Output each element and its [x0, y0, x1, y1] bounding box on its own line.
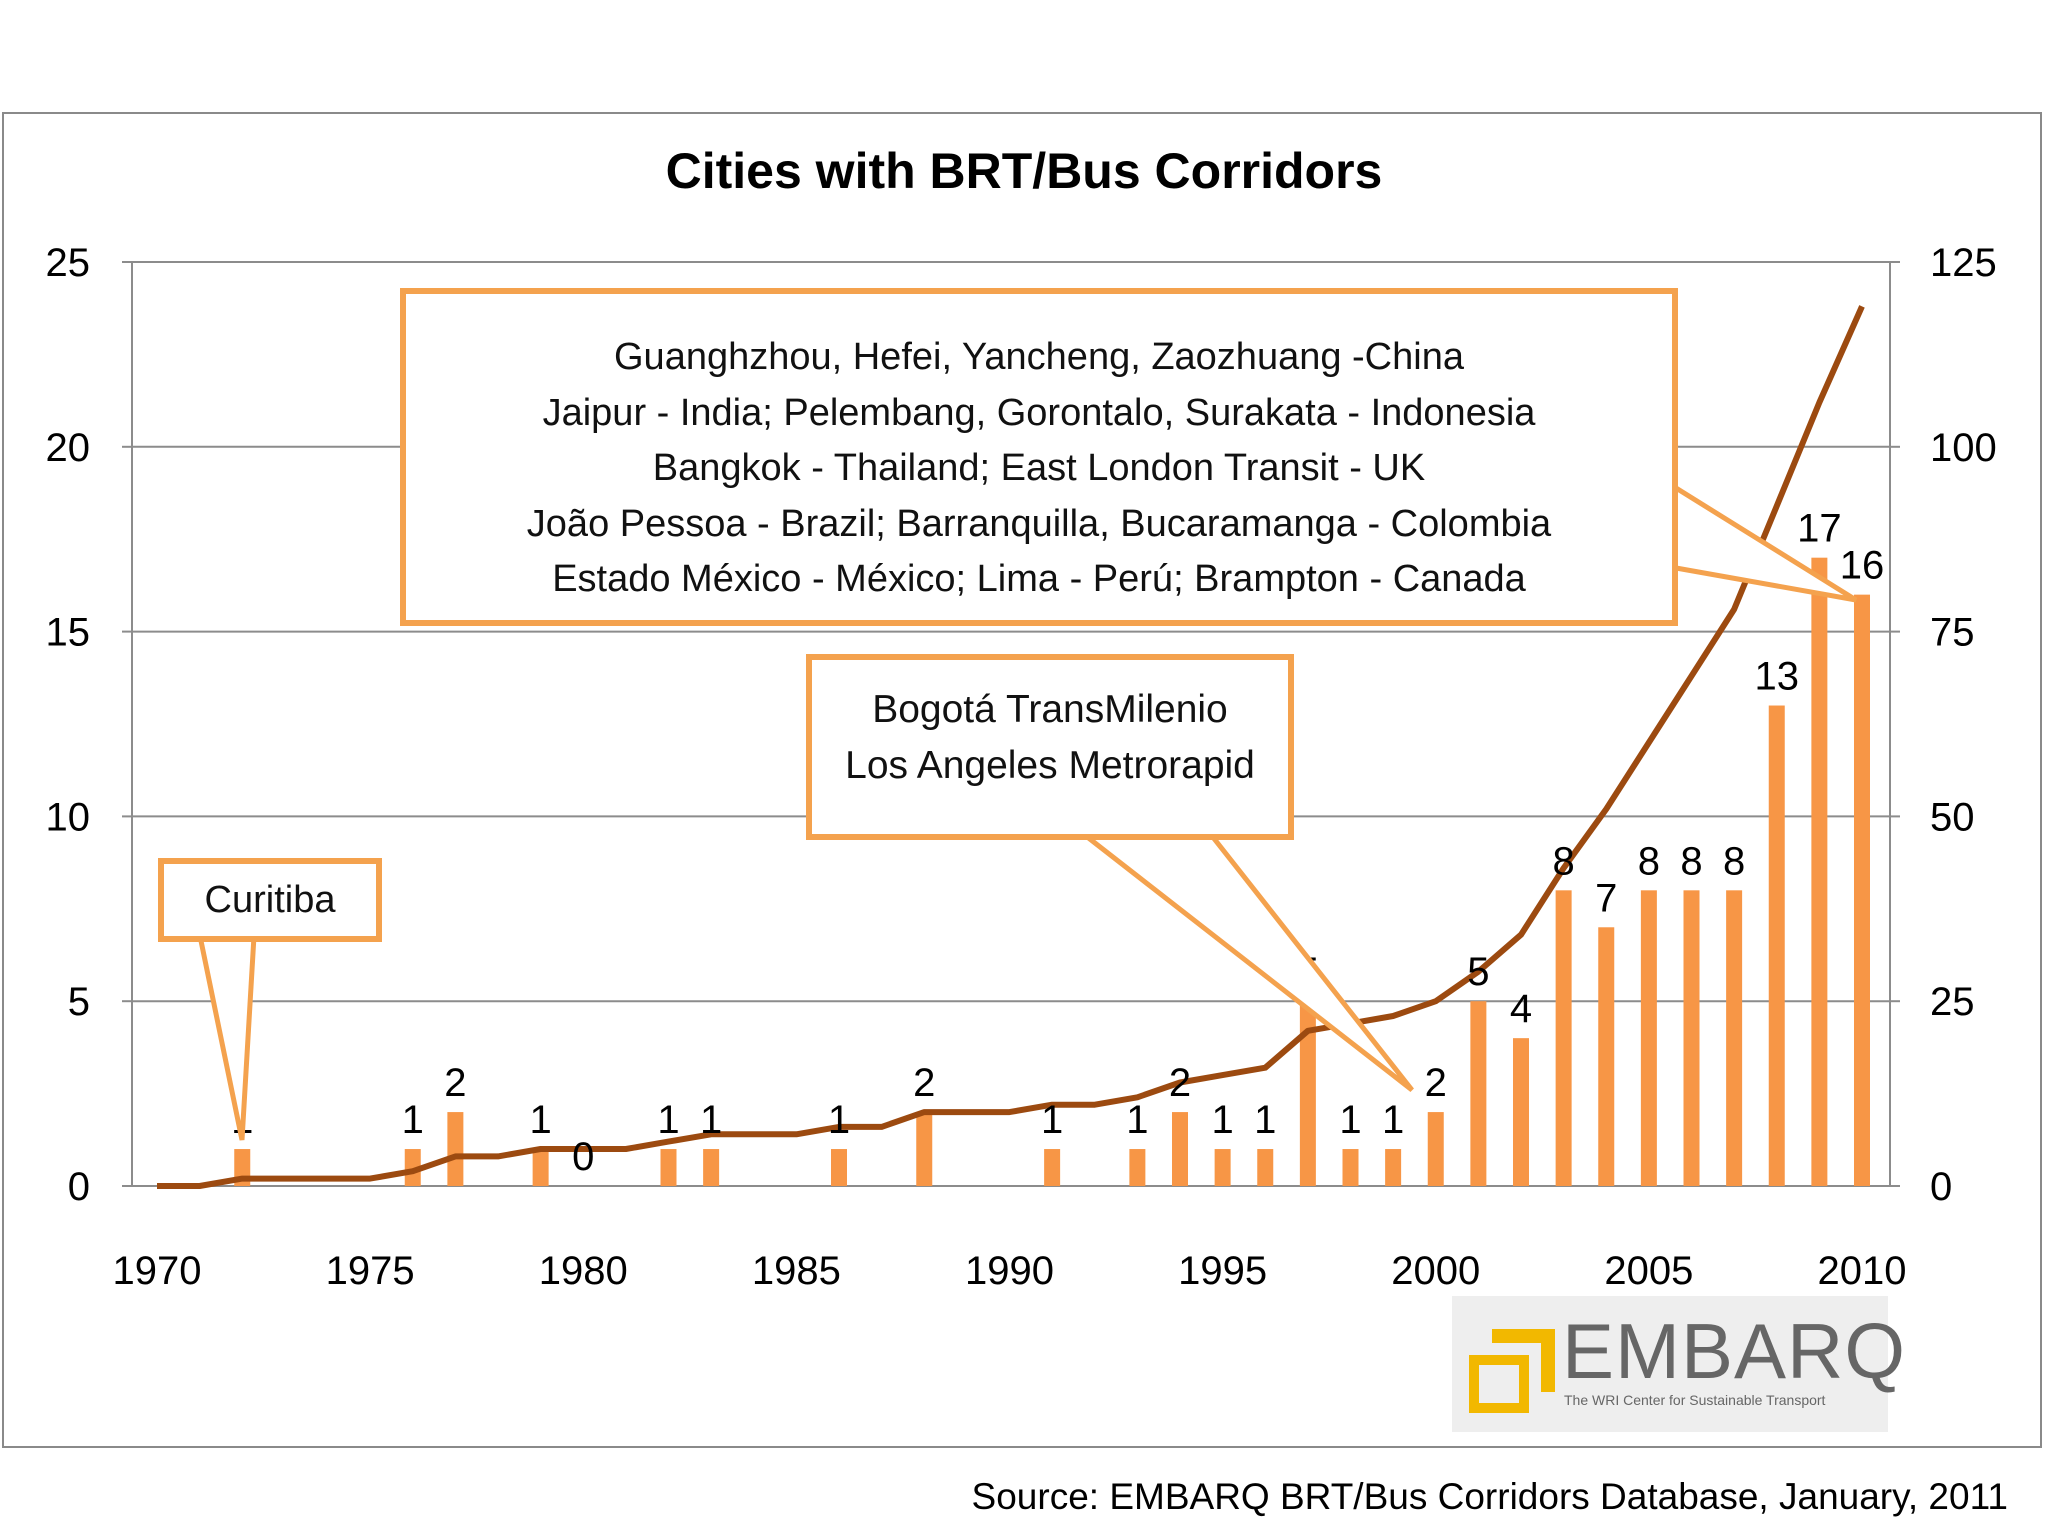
bar — [831, 1149, 847, 1186]
x-tick-label: 1970 — [113, 1249, 202, 1293]
bar-data-label: 0 — [572, 1135, 594, 1179]
bar-data-label: 1 — [530, 1098, 552, 1142]
bar-data-label: 1 — [657, 1098, 679, 1142]
bar — [404, 1149, 421, 1186]
bar-data-label: 8 — [1680, 839, 1702, 883]
callout-bogota-line: Los Angeles Metrorapid — [845, 744, 1255, 787]
callout-cities-pointer — [1674, 485, 1858, 603]
bar — [1427, 1112, 1444, 1186]
y-left-tick-label: 25 — [46, 241, 91, 285]
bar-data-label: 1 — [1382, 1098, 1404, 1142]
callout-curitiba: Curitiba — [158, 858, 382, 942]
bar — [1513, 1038, 1529, 1186]
x-tick-label: 1975 — [326, 1249, 415, 1293]
y-left-tick-label: 15 — [46, 611, 91, 655]
bar-data-label: 8 — [1723, 839, 1745, 883]
x-tick-label: 1995 — [1178, 1249, 1267, 1293]
bar — [532, 1149, 549, 1186]
x-tick-label: 1990 — [965, 1249, 1054, 1293]
bar — [1299, 1001, 1316, 1186]
bar-data-label: 1 — [402, 1098, 424, 1142]
bar-data-label: 2 — [913, 1061, 935, 1105]
bar — [1385, 1149, 1402, 1186]
callout-cities-line: Guanghzhou, Hefei, Yancheng, Zaozhuang -… — [614, 336, 1464, 378]
bar — [1172, 1112, 1188, 1186]
embarq-logo: EMBARQ The WRI Center for Sustainable Tr… — [1452, 1296, 1905, 1432]
source-note: Source: EMBARQ BRT/Bus Corridors Databas… — [971, 1476, 2008, 1517]
chart-title: Cities with BRT/Bus Corridors — [665, 143, 1383, 199]
bar — [1555, 890, 1572, 1186]
bar — [1854, 594, 1870, 1186]
y-left-tick-label: 20 — [46, 426, 91, 470]
callout-bogota-pointer — [1084, 834, 1414, 1092]
bar-data-label: 2 — [444, 1061, 466, 1105]
y-right-tick-label: 25 — [1930, 980, 1975, 1024]
cumulative-line-series — [157, 305, 1865, 1189]
y-left-tick-label: 5 — [68, 980, 90, 1024]
bar-data-label: 4 — [1510, 987, 1532, 1031]
bar-data-label: 1 — [1126, 1098, 1148, 1142]
x-tick-label: 1980 — [539, 1249, 628, 1293]
bar-data-label: 1 — [1041, 1098, 1063, 1142]
callout-curitiba-pointer — [197, 935, 257, 1141]
bar-data-label: 17 — [1797, 507, 1842, 551]
callout-curitiba-text: Curitiba — [204, 879, 336, 921]
embarq-wordmark: EMBARQ — [1562, 1307, 1907, 1395]
callout-cities-line: Jaipur - India; Pelembang, Gorontalo, Su… — [542, 391, 1536, 434]
bar-data-label: 1 — [1212, 1098, 1234, 1142]
bar-data-label: 13 — [1755, 655, 1800, 699]
bar — [660, 1149, 677, 1186]
callout-cities-line: Estado México - México; Lima - Perú; Bra… — [552, 558, 1526, 600]
bar-data-label: 1 — [700, 1098, 722, 1142]
y-left-tick-label: 0 — [68, 1165, 90, 1209]
bar-data-label: 8 — [1553, 839, 1575, 883]
y-right-tick-label: 0 — [1930, 1165, 1952, 1209]
callout-bogota: Bogotá TransMilenio Los Angeles Metrorap… — [806, 654, 1294, 840]
bar — [1640, 890, 1657, 1186]
bar-data-label: 1 — [828, 1098, 850, 1142]
y-right-tick-label: 100 — [1930, 426, 1997, 470]
y-right-tick-label: 50 — [1930, 795, 1975, 839]
bar — [1768, 705, 1785, 1186]
bar-data-label: 1 — [1339, 1098, 1361, 1142]
y-left-tick-label: 10 — [46, 795, 91, 839]
bar-data-label: 1 — [1254, 1098, 1276, 1142]
callout-cities-line: Bangkok - Thailand; East London Transit … — [652, 447, 1426, 489]
bar — [447, 1112, 464, 1186]
bar — [1726, 890, 1743, 1186]
embarq-logo-mark — [1469, 1329, 1555, 1413]
bar — [1044, 1149, 1061, 1186]
bar — [1257, 1149, 1274, 1186]
bar — [1470, 1001, 1487, 1186]
bar — [1598, 927, 1615, 1186]
x-tick-label: 2010 — [1818, 1249, 1907, 1293]
bar — [1214, 1149, 1231, 1186]
bar-data-label: 16 — [1840, 544, 1885, 588]
embarq-tagline: The WRI Center for Sustainable Transport — [1564, 1392, 1826, 1408]
bar-data-label: 5 — [1467, 950, 1489, 994]
y-right-tick-label: 125 — [1930, 241, 1997, 285]
bar-data-label: 2 — [1425, 1061, 1447, 1105]
bar — [703, 1149, 720, 1186]
callout-cities-2009-2010: Guanghzhou, Hefei, Yancheng, Zaozhuang -… — [400, 288, 1678, 626]
y-right-tick-label: 75 — [1930, 611, 1975, 655]
bar — [916, 1112, 933, 1186]
callout-bogota-line: Bogotá TransMilenio — [872, 688, 1228, 731]
bar-data-label: 8 — [1638, 839, 1660, 883]
bar — [1683, 890, 1700, 1186]
x-tick-label: 1985 — [752, 1249, 841, 1293]
bar — [1129, 1149, 1146, 1186]
x-tick-label: 2000 — [1391, 1249, 1480, 1293]
bar-data-label: 7 — [1595, 876, 1617, 920]
x-tick-label: 2005 — [1604, 1249, 1693, 1293]
bar-data-label: 2 — [1169, 1061, 1191, 1105]
callout-cities-line: João Pessoa - Brazil; Barranquilla, Buca… — [526, 502, 1552, 545]
bar — [1811, 557, 1828, 1186]
bar — [1342, 1149, 1359, 1186]
